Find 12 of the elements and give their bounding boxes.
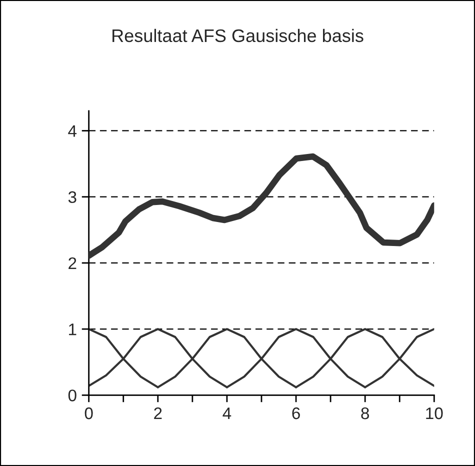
x-tick-label: 0 bbox=[84, 407, 93, 420]
y-tick-label: 0 bbox=[68, 390, 76, 402]
y-tick-label: 3 bbox=[68, 191, 76, 204]
x-tick-label: 4 bbox=[222, 408, 232, 420]
y-tick-label: 1 bbox=[69, 324, 76, 336]
x-tick-label: 8 bbox=[361, 407, 369, 420]
chart-title: Resultaat AFS Gausische basis bbox=[112, 28, 364, 42]
y-tick-label: 4 bbox=[68, 125, 77, 137]
x-tick-label: 10 bbox=[426, 407, 443, 420]
y-tick-label: 2 bbox=[68, 257, 76, 269]
x-tick-label: 6 bbox=[292, 407, 300, 420]
x-tick-label: 2 bbox=[154, 407, 162, 420]
